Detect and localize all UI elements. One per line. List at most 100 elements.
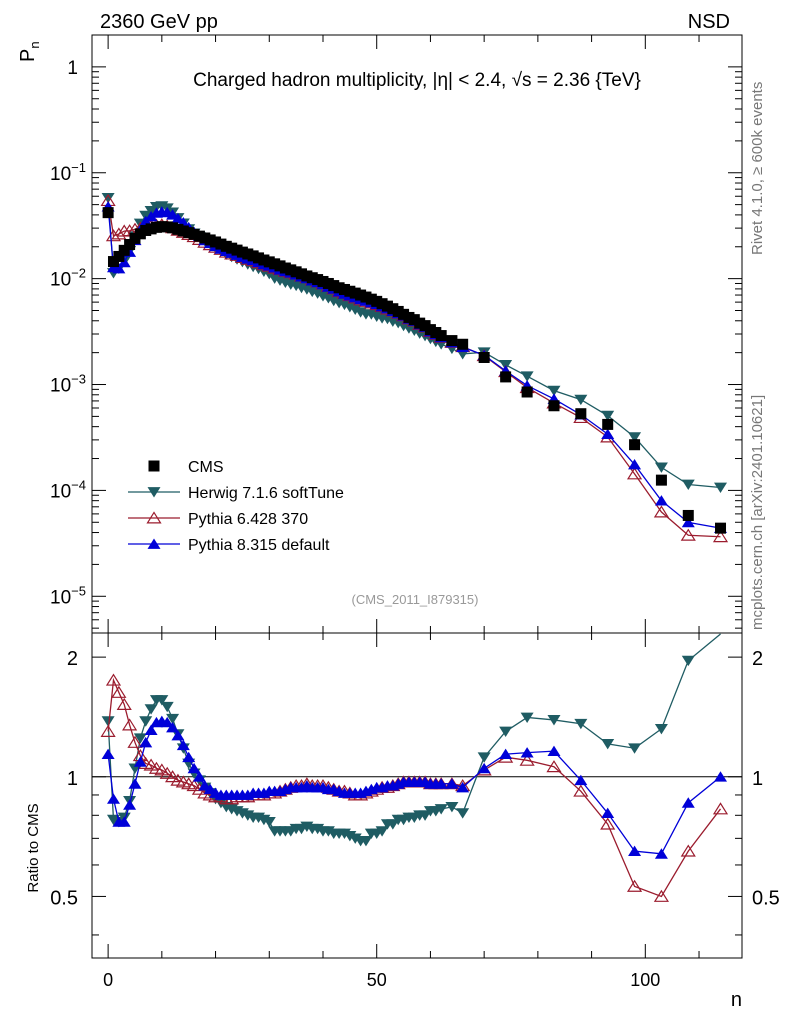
ratio-axis-label: Ratio to CMS — [25, 803, 42, 892]
data-point — [548, 400, 560, 412]
ratio-point — [600, 817, 616, 830]
ratio-point — [123, 799, 137, 810]
series-point — [601, 410, 615, 422]
legend-label: Pythia 8.315 default — [188, 537, 330, 554]
series-point — [574, 394, 588, 406]
series-point — [111, 227, 127, 240]
legend-label: CMS — [188, 459, 224, 476]
ratio-point — [573, 784, 589, 797]
ratio-point — [445, 802, 459, 813]
ratio-point — [680, 844, 696, 857]
data-point — [682, 509, 694, 521]
series-point — [680, 528, 696, 541]
ratio-point — [456, 808, 470, 819]
ratio-point — [547, 715, 561, 726]
ratio-point — [519, 753, 535, 766]
ratio-point — [654, 848, 668, 859]
series-point — [547, 385, 561, 397]
ratio-point — [127, 735, 143, 748]
ratio-point — [144, 704, 158, 715]
ratio-point — [164, 770, 181, 783]
ratio-point — [574, 718, 588, 730]
header-left: 2360 GeV pp — [100, 11, 218, 33]
ratio-point — [160, 701, 174, 713]
ratio-point — [499, 748, 513, 760]
data-point — [602, 418, 614, 430]
ratio-point — [117, 816, 131, 827]
ratio-tick-label: 1 — [67, 768, 78, 790]
series-point — [714, 482, 728, 494]
data-point — [629, 439, 641, 451]
y-tick-label: 10−3 — [50, 372, 86, 397]
ratio-point — [144, 724, 158, 736]
series-point — [628, 432, 642, 443]
ratio-line — [107, 633, 721, 842]
ratio-point — [601, 738, 615, 750]
ratio-point — [122, 718, 138, 731]
ratio-point — [160, 716, 174, 728]
ratio-plot-frame — [91, 632, 743, 959]
ratio-point — [154, 763, 170, 776]
legend-label: Herwig 7.1.6 softTune — [188, 485, 344, 502]
data-point — [457, 338, 469, 350]
series-point — [117, 256, 131, 268]
data-point — [715, 522, 727, 534]
legend-marker — [147, 538, 161, 549]
series-point — [654, 495, 668, 506]
x-tick-label: 100 — [630, 970, 660, 990]
series-point — [681, 479, 695, 491]
ratio-point — [681, 655, 695, 667]
series-2 — [101, 201, 728, 859]
legend: CMS Herwig 7.1.6 softTune Pythia 6.428 370… — [128, 459, 344, 554]
ratio-point — [359, 835, 373, 847]
data-point — [446, 335, 458, 347]
ratio-point — [456, 781, 470, 793]
rivet-label: Rivet 4.1.0, ≥ 600k events — [749, 82, 766, 255]
ratio-point — [155, 695, 169, 706]
ratio-point — [520, 712, 534, 723]
mcplots-label: mcplots.cern.ch [arXiv:2401.10621] — [749, 395, 766, 630]
legend-label: Pythia 6.428 370 — [188, 511, 308, 528]
series-layer — [100, 192, 729, 902]
ratio-point — [375, 826, 389, 837]
ratio-point — [574, 774, 588, 786]
series-point — [101, 192, 115, 204]
ratio-point — [712, 802, 729, 815]
series-point — [681, 516, 695, 528]
series-point — [628, 459, 642, 470]
ratio-point — [143, 758, 159, 771]
series-point — [321, 293, 335, 304]
ratio-point — [139, 716, 153, 727]
ratio-point — [547, 745, 561, 757]
ratio-tick-label: 0.5 — [50, 887, 78, 909]
legend-marker — [148, 460, 160, 472]
data-point — [478, 351, 490, 363]
series-point — [112, 262, 126, 274]
axis-ticks: 0 50 100 1 10−1 10−2 10−3 10−4 10−5 0.5 0.5 1 1 2 2 — [50, 35, 780, 990]
data-point — [521, 386, 533, 398]
y-tick-label: 10−2 — [50, 266, 86, 291]
data-point — [102, 207, 114, 219]
series-point — [654, 462, 668, 473]
ratio-point — [139, 736, 153, 748]
x-tick-label: 0 — [103, 970, 113, 990]
ratio-point — [186, 778, 202, 792]
ratio-point — [171, 729, 185, 741]
analysis-watermark: (CMS_2011_I879315) — [352, 592, 479, 607]
chart-title: Charged hadron multiplicity, |η| < 2.4, … — [193, 70, 641, 91]
data-point — [113, 250, 125, 262]
ratio-point — [116, 697, 132, 710]
ratio-tick-label-right: 2 — [752, 648, 763, 670]
ratio-point — [654, 723, 668, 735]
ratio-point — [601, 807, 615, 819]
data-point — [124, 239, 136, 251]
ratio-point — [166, 713, 180, 725]
data-series — [102, 207, 727, 534]
ratio-point — [100, 724, 116, 737]
legend-marker — [147, 487, 161, 498]
ratio-point — [133, 733, 147, 744]
ratio-point — [182, 751, 196, 763]
series-point — [626, 467, 643, 480]
ratio-point — [546, 760, 562, 773]
